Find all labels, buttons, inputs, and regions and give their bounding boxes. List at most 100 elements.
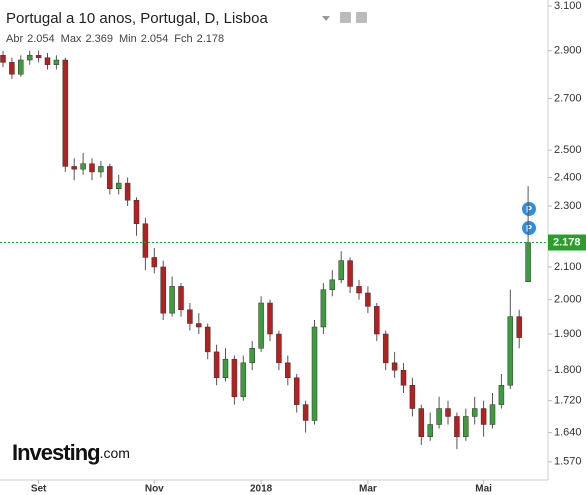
candle-body (285, 362, 291, 378)
candle-body (142, 223, 149, 258)
event-marker[interactable] (522, 221, 536, 235)
candle-body (62, 59, 69, 167)
candle-body (436, 408, 442, 425)
candle-body (115, 182, 122, 190)
last-price-label: 2.178 (553, 236, 581, 248)
candle-body (133, 199, 140, 224)
candle-body (365, 292, 371, 307)
candle-body (418, 408, 425, 437)
candle-body (9, 62, 15, 75)
candle-body (26, 55, 33, 61)
candle-body (311, 326, 318, 421)
logo: Investing.com (12, 440, 130, 465)
y-tick-label: 1.720 (554, 395, 582, 407)
candle-body (231, 358, 238, 398)
candle-body (454, 416, 460, 437)
candle-body (196, 323, 202, 328)
candle-body (213, 351, 220, 378)
y-tick-label: 2.000 (554, 294, 582, 306)
ohlc-label: Fch (174, 33, 192, 45)
y-tick-label: 1.640 (554, 427, 582, 439)
x-tick-label: Nov (145, 484, 164, 495)
x-tick-label: Set (31, 484, 47, 495)
candle-body (178, 286, 184, 311)
candle-body (89, 163, 95, 173)
candle-body (151, 257, 158, 268)
y-tick-label: 2.400 (554, 171, 582, 183)
candle-body (400, 369, 407, 386)
event-marker-icon: P (526, 204, 532, 214)
candle-body (382, 333, 389, 364)
candle-body (329, 279, 336, 290)
candle-body (107, 166, 113, 190)
candle-body (338, 260, 344, 281)
candle-body (356, 286, 362, 294)
candle-body (124, 182, 131, 201)
candle-body (391, 362, 398, 371)
y-tick-label: 1.800 (554, 364, 582, 376)
y-tick-label: 2.500 (554, 144, 582, 156)
y-tick-label: 2.700 (554, 92, 582, 104)
logo-suffix: .com (100, 445, 130, 461)
candle-body (249, 348, 255, 364)
candle-body (276, 333, 282, 364)
y-tick-label: 1.900 (554, 328, 582, 340)
y-tick-label: 1.570 (554, 456, 582, 468)
x-tick-label: 2018 (250, 484, 273, 495)
y-tick-label: 3.100 (554, 0, 582, 12)
candle-body (516, 316, 522, 338)
ohlc-label: Min (119, 33, 137, 45)
x-tick-label: Mar (359, 484, 377, 495)
x-tick-label: Mai (475, 484, 492, 495)
ohlc-label: Max (61, 33, 82, 45)
candle-body (498, 385, 505, 405)
candle-body (240, 362, 247, 398)
candle-body (98, 166, 104, 173)
candle-body (18, 59, 24, 75)
candle-body (480, 408, 487, 425)
dropdown-icon[interactable] (322, 16, 330, 21)
candle-body (409, 385, 416, 409)
gear-icon[interactable] (356, 12, 367, 23)
ohlc-value: 2.054 (141, 33, 169, 45)
ohlc-header: Abr 2.054 Max 2.369 Min 2.054 Fch 2.178 (6, 33, 224, 45)
settings-icon[interactable] (340, 12, 351, 23)
candle-body (204, 326, 211, 353)
y-tick-label: 2.900 (554, 45, 582, 57)
y-tick-label: 2.300 (554, 200, 582, 212)
event-marker[interactable] (522, 202, 536, 216)
candle-body (507, 316, 514, 386)
candle-body (169, 286, 175, 314)
candle-body (293, 377, 300, 405)
candle-body (489, 404, 496, 425)
event-marker-icon: P (526, 223, 532, 233)
candle-body (71, 166, 77, 170)
candle-body (44, 57, 51, 65)
candle-body (0, 55, 6, 63)
candle-body (302, 404, 309, 421)
candle-body (320, 289, 327, 328)
candle-body (525, 242, 531, 283)
logo-main: Investing (12, 440, 100, 465)
candle-body (35, 55, 42, 58)
candle-body (258, 302, 264, 349)
ohlc-value: 2.369 (85, 33, 113, 45)
candle-body (471, 408, 478, 417)
candle-body (53, 59, 60, 65)
candle-body (187, 309, 193, 324)
candle-body (267, 302, 273, 335)
ohlc-value: 2.178 (197, 33, 225, 45)
last-price-box (548, 234, 586, 251)
candle-body (222, 358, 229, 378)
candle-body (374, 306, 380, 335)
y-tick-label: 2.100 (554, 261, 582, 273)
chart-title: Portugal a 10 anos, Portugal, D, Lisboa (6, 10, 268, 27)
candle-body (160, 266, 166, 314)
candle-body (80, 163, 86, 170)
candle-body (347, 260, 353, 287)
ohlc-value: 2.054 (27, 33, 55, 45)
candle-body (427, 424, 433, 437)
candle-body (445, 408, 451, 417)
